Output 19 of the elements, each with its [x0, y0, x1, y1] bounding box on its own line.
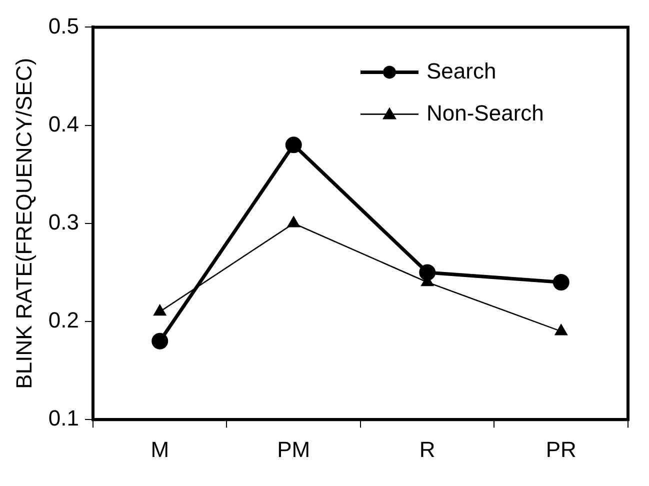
point: [419, 264, 436, 281]
point: [152, 332, 168, 350]
y-tick-label: 0.5: [48, 13, 79, 38]
y-axis-title: BLINK RATE(FREQUENCY/SEC): [11, 58, 36, 389]
point: [287, 216, 300, 228]
y-tick-label: 0.3: [48, 209, 79, 234]
y-tick-label: 0.4: [48, 111, 79, 136]
legend-label: Search: [426, 58, 496, 84]
legend-label: Non-Search: [426, 100, 544, 126]
point: [285, 136, 302, 154]
x-tick-label: R: [419, 436, 436, 462]
x-tick-label: M: [150, 436, 170, 462]
x-tick-label: PR: [546, 436, 576, 462]
y-tick-label: 0.1: [48, 406, 79, 431]
y-tick-label: 0.2: [48, 308, 79, 333]
point: [554, 324, 568, 336]
point: [154, 304, 166, 316]
point: [552, 274, 570, 291]
x-tick-label: PM: [277, 436, 310, 462]
